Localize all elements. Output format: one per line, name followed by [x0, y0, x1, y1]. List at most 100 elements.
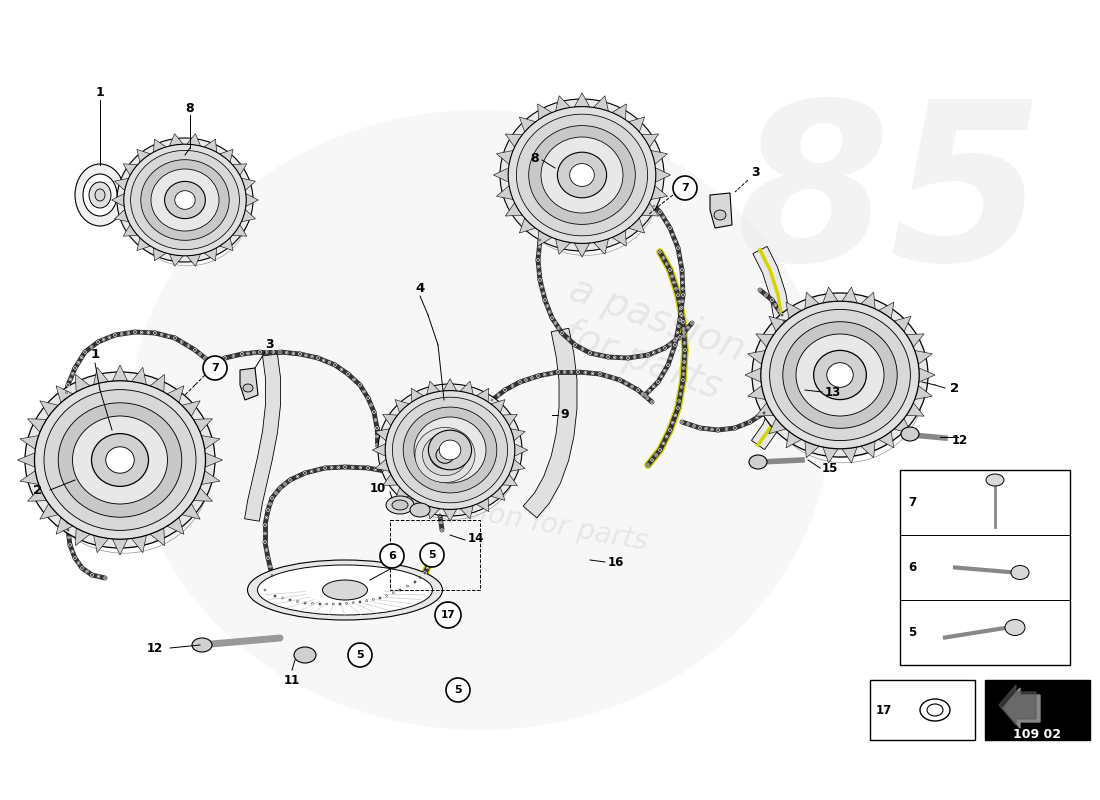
Circle shape [241, 353, 243, 355]
Ellipse shape [322, 580, 367, 600]
Text: 5: 5 [428, 550, 436, 560]
Ellipse shape [558, 152, 606, 198]
Circle shape [693, 425, 695, 427]
Polygon shape [395, 399, 409, 413]
Circle shape [359, 601, 361, 603]
Circle shape [551, 317, 553, 319]
Circle shape [549, 311, 551, 313]
Ellipse shape [44, 390, 196, 530]
Circle shape [680, 262, 682, 264]
Circle shape [537, 375, 539, 377]
Circle shape [141, 331, 143, 334]
Circle shape [282, 597, 284, 599]
Circle shape [317, 357, 319, 359]
Circle shape [279, 487, 280, 489]
Circle shape [60, 419, 63, 421]
Circle shape [274, 595, 276, 597]
Circle shape [376, 444, 378, 446]
Circle shape [441, 529, 443, 531]
Circle shape [174, 337, 176, 339]
Circle shape [660, 375, 662, 378]
Circle shape [544, 299, 546, 301]
Text: 2: 2 [33, 483, 43, 497]
Circle shape [667, 364, 669, 366]
Circle shape [512, 385, 514, 387]
Circle shape [271, 497, 273, 499]
Circle shape [419, 577, 421, 578]
Circle shape [289, 599, 292, 601]
Circle shape [734, 427, 736, 429]
Circle shape [672, 234, 673, 236]
Circle shape [588, 352, 591, 354]
Polygon shape [395, 487, 409, 501]
Circle shape [64, 399, 66, 401]
Circle shape [267, 557, 270, 559]
Circle shape [541, 286, 542, 288]
Text: 17: 17 [876, 703, 892, 717]
Circle shape [789, 349, 791, 351]
Circle shape [409, 479, 411, 481]
Circle shape [59, 432, 62, 434]
Polygon shape [232, 225, 246, 236]
Circle shape [299, 353, 301, 355]
Circle shape [672, 422, 673, 424]
Text: 5: 5 [908, 626, 916, 639]
Circle shape [538, 252, 540, 254]
Ellipse shape [165, 182, 206, 218]
Circle shape [682, 294, 684, 296]
Circle shape [59, 439, 60, 441]
Circle shape [353, 378, 355, 381]
Text: 4: 4 [416, 282, 425, 294]
Ellipse shape [392, 500, 408, 510]
Circle shape [224, 357, 225, 359]
Circle shape [373, 411, 375, 413]
Circle shape [786, 331, 789, 333]
Text: 8: 8 [530, 151, 539, 165]
Circle shape [673, 282, 675, 283]
Circle shape [304, 602, 306, 604]
Polygon shape [751, 246, 793, 450]
Circle shape [346, 373, 349, 375]
Ellipse shape [243, 384, 253, 392]
Polygon shape [503, 474, 517, 486]
Circle shape [538, 246, 540, 248]
Text: 15: 15 [822, 462, 838, 474]
Circle shape [77, 562, 79, 564]
Polygon shape [476, 388, 488, 402]
Ellipse shape [75, 164, 125, 226]
Polygon shape [375, 459, 389, 471]
Circle shape [688, 326, 689, 329]
Circle shape [419, 486, 421, 488]
Circle shape [345, 602, 348, 604]
Circle shape [414, 581, 416, 583]
Circle shape [437, 507, 439, 510]
Circle shape [588, 352, 591, 354]
Polygon shape [206, 453, 222, 467]
Circle shape [367, 467, 369, 469]
Circle shape [786, 331, 789, 333]
Polygon shape [167, 386, 184, 402]
Circle shape [664, 347, 666, 349]
Circle shape [363, 390, 365, 393]
Circle shape [662, 442, 664, 444]
Circle shape [786, 367, 789, 369]
Circle shape [67, 384, 69, 386]
Polygon shape [220, 150, 233, 162]
Circle shape [786, 367, 789, 369]
Polygon shape [153, 139, 166, 152]
Circle shape [681, 269, 683, 271]
Circle shape [679, 254, 680, 256]
Polygon shape [56, 518, 73, 534]
Polygon shape [132, 367, 146, 385]
Circle shape [424, 489, 426, 491]
Circle shape [382, 470, 384, 472]
Circle shape [672, 350, 673, 353]
Polygon shape [94, 535, 109, 553]
Circle shape [286, 352, 287, 354]
Circle shape [558, 327, 560, 329]
Circle shape [698, 427, 701, 429]
Circle shape [84, 351, 86, 353]
Circle shape [789, 355, 790, 357]
Polygon shape [710, 193, 732, 228]
Circle shape [662, 216, 664, 218]
